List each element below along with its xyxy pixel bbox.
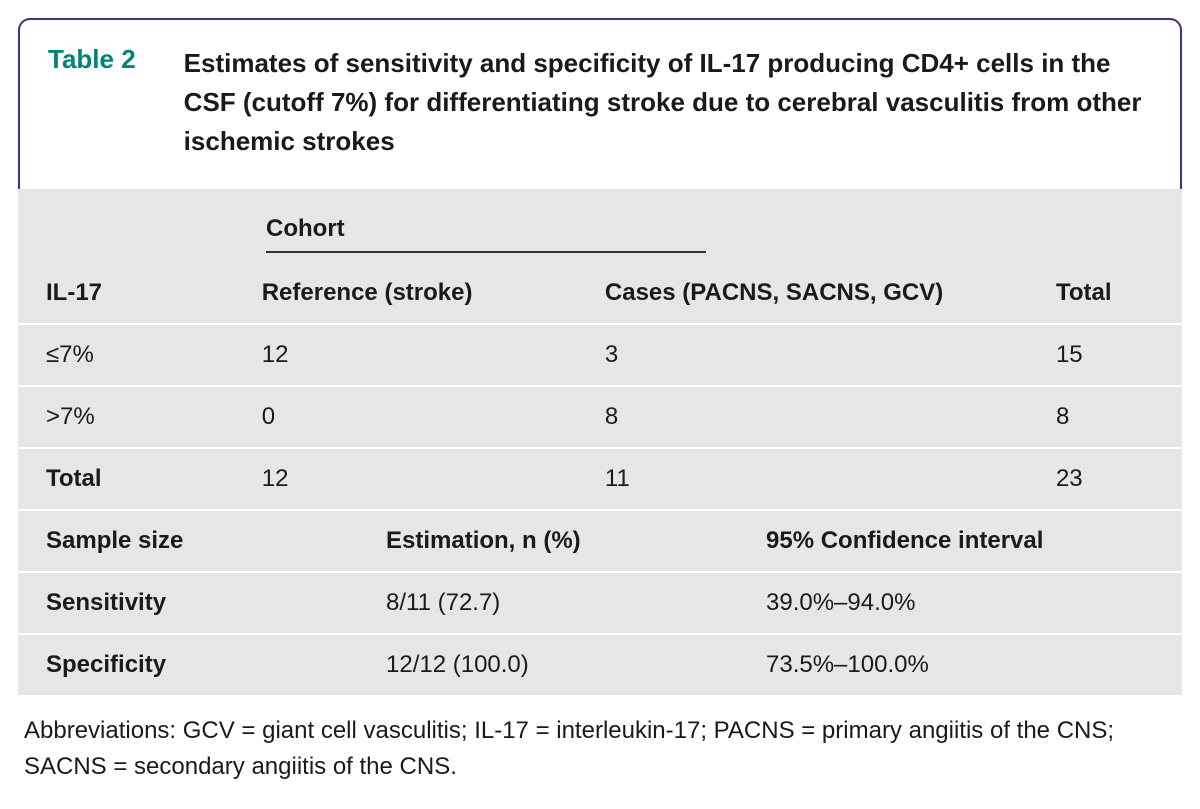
table-row: Specificity 12/12 (100.0) 73.5%–100.0% xyxy=(18,635,1182,695)
table-footnote: Abbreviations: GCV = giant cell vasculit… xyxy=(18,695,1182,791)
col-sample-size: Sample size xyxy=(46,527,386,555)
col-reference: Reference (stroke) xyxy=(262,279,605,307)
row-label: Specificity xyxy=(46,651,386,679)
row-ci: 39.0%–94.0% xyxy=(766,589,1154,617)
table-row: Sensitivity 8/11 (72.7) 39.0%–94.0% xyxy=(18,573,1182,635)
row-total: 8 xyxy=(1056,403,1154,431)
row-total: 23 xyxy=(1056,465,1154,493)
supheader-cohort-wrap: Cohort xyxy=(266,215,706,253)
col-estimation: Estimation, n (%) xyxy=(386,527,766,555)
col-ci: 95% Confidence interval xyxy=(766,527,1154,555)
row-ref: 12 xyxy=(262,465,605,493)
col-cases: Cases (PACNS, SACNS, GCV) xyxy=(605,279,1056,307)
row-label: >7% xyxy=(46,403,262,431)
table-title: Estimates of sensitivity and specificity… xyxy=(184,44,1152,161)
row-cases: 11 xyxy=(605,465,1056,493)
table-label: Table 2 xyxy=(48,44,184,75)
row-est: 8/11 (72.7) xyxy=(386,589,766,617)
row-est: 12/12 (100.0) xyxy=(386,651,766,679)
bottom-header-row: Sample size Estimation, n (%) 95% Confid… xyxy=(18,511,1182,573)
row-label: ≤7% xyxy=(46,341,262,369)
col-total: Total xyxy=(1056,279,1154,307)
table-row: Total 12 11 23 xyxy=(18,449,1182,511)
top-header-row: IL-17 Reference (stroke) Cases (PACNS, S… xyxy=(18,263,1182,325)
table-header-box: Table 2 Estimates of sensitivity and spe… xyxy=(18,18,1182,189)
row-ci: 73.5%–100.0% xyxy=(766,651,1154,679)
row-cases: 8 xyxy=(605,403,1056,431)
row-label: Total xyxy=(46,465,262,493)
table-row: ≤7% 12 3 15 xyxy=(18,325,1182,387)
row-ref: 12 xyxy=(262,341,605,369)
supheader-cohort: Cohort xyxy=(266,215,706,253)
table-row: >7% 0 8 8 xyxy=(18,387,1182,449)
col-il17: IL-17 xyxy=(46,279,262,307)
row-total: 15 xyxy=(1056,341,1154,369)
row-ref: 0 xyxy=(262,403,605,431)
row-cases: 3 xyxy=(605,341,1056,369)
row-label: Sensitivity xyxy=(46,589,386,617)
table-container: Table 2 Estimates of sensitivity and spe… xyxy=(18,18,1182,791)
table-body: Cohort IL-17 Reference (stroke) Cases (P… xyxy=(18,189,1182,695)
supheader-spacer xyxy=(46,215,266,253)
supheader-row: Cohort xyxy=(18,189,1182,263)
